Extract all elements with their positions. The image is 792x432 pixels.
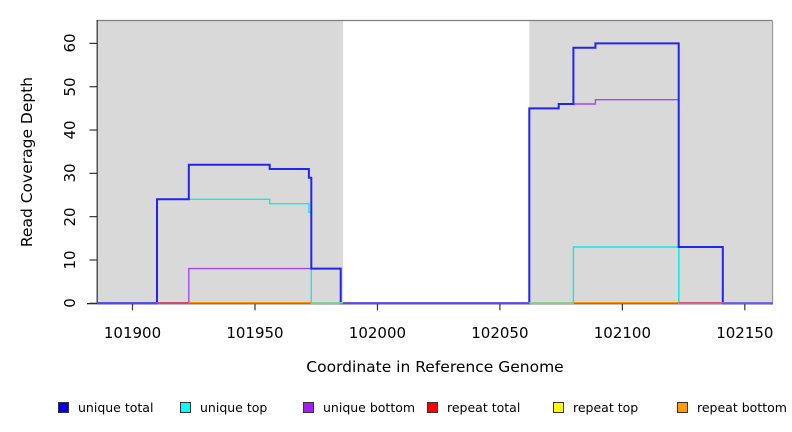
x-tick-label-102150: 102150 [716,324,774,342]
legend-swatch-unique-total [58,402,69,413]
x-tick-label-101950: 101950 [226,324,284,342]
y-tick-label-10: 10 [61,250,79,270]
y-tick-label-30: 30 [61,163,79,183]
repeat-region-shading-1 [97,20,344,304]
legend-label: repeat top [573,400,639,415]
legend-item-unique-top: unique top [180,400,267,415]
x-tick-label-102000: 102000 [348,324,407,342]
y-tick-label-0: 0 [61,298,79,309]
legend-item-unique-bottom: unique bottom [303,400,415,415]
legend-item-unique-total: unique total [58,400,153,415]
y-tick-label-20: 20 [61,207,79,227]
y-tick-label-60: 60 [61,33,79,53]
legend-label: unique bottom [323,400,416,415]
legend-label: unique top [200,400,268,415]
legend-label: repeat total [447,400,521,415]
legend-swatch-repeat-total [427,402,438,413]
x-axis-label: Coordinate in Reference Genome [306,358,564,376]
legend-item-repeat-top: repeat top [553,400,638,415]
legend-label: unique total [78,400,154,415]
legend-swatch-repeat-top [553,402,564,413]
y-tick-label-50: 50 [61,77,79,97]
legend-swatch-repeat-bottom [677,402,688,413]
legend-swatch-unique-bottom [303,402,314,413]
x-tick-label-101900: 101900 [103,324,162,342]
x-tick-label-102050: 102050 [471,324,529,342]
y-axis-label: Read Coverage Depth [18,76,36,248]
legend-swatch-unique-top [180,402,191,413]
repeat-region-shading-2 [529,20,772,304]
y-tick-label-40: 40 [61,120,79,140]
legend-item-repeat-total: repeat total [427,400,520,415]
legend-label: repeat bottom [697,400,787,415]
legend-item-repeat-bottom: repeat bottom [677,400,787,415]
x-tick-label-102100: 102100 [593,324,651,342]
